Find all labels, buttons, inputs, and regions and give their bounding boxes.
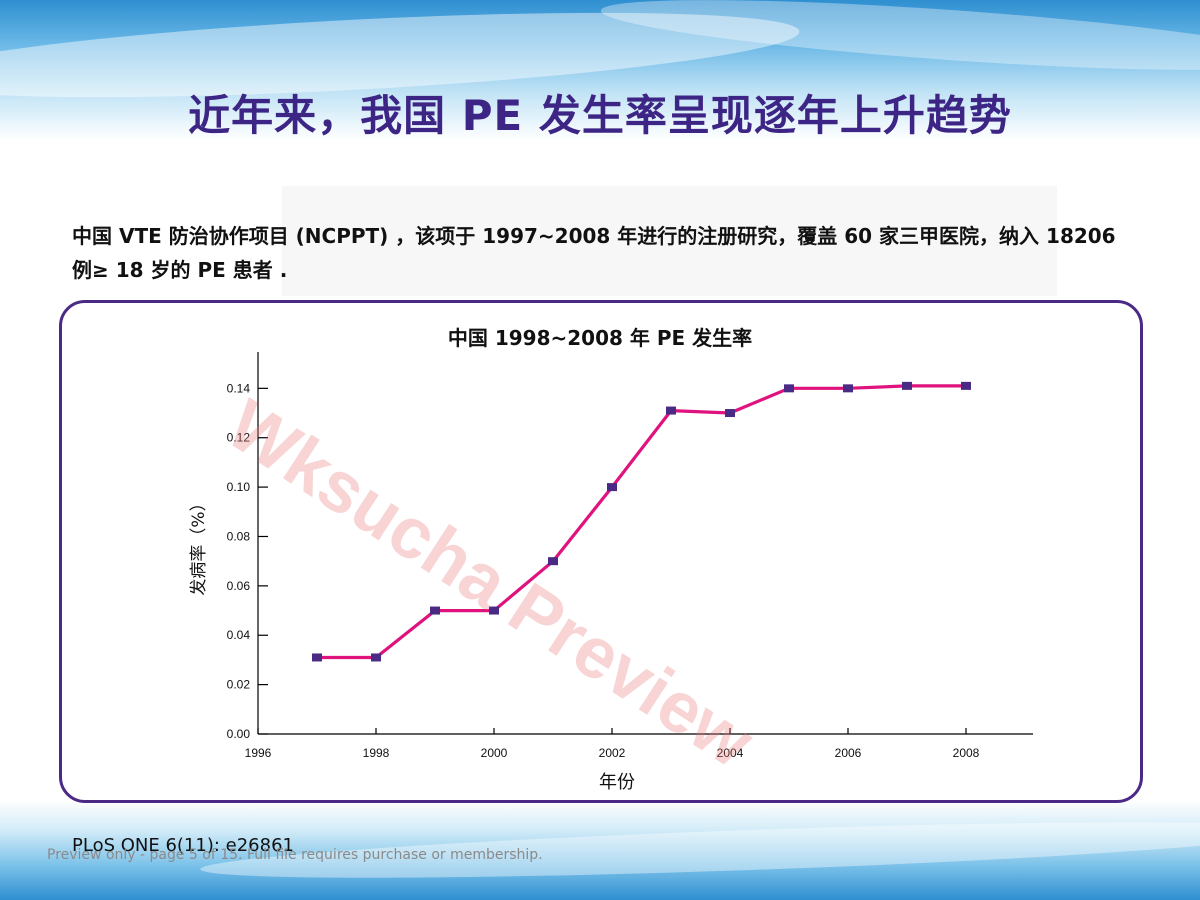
series-markers xyxy=(312,381,971,662)
data-point-marker xyxy=(666,406,676,415)
data-point-marker xyxy=(902,381,912,390)
y-tick-label: 0.06 xyxy=(227,579,251,593)
y-axis-ticks: 0.00 0.02 0.04 0.06 0.08 0.10 0.12 0.14 xyxy=(227,381,268,741)
header-background xyxy=(0,0,1200,140)
series-line xyxy=(317,384,966,660)
y-tick-label: 0.10 xyxy=(227,480,251,494)
x-tick-label: 1996 xyxy=(245,746,272,760)
data-point-marker xyxy=(312,653,322,662)
data-point-marker xyxy=(371,653,381,662)
y-tick-label: 0.08 xyxy=(227,529,251,543)
data-point-marker xyxy=(784,384,794,393)
y-tick-label: 0.14 xyxy=(227,381,251,395)
y-tick-label: 0.00 xyxy=(227,727,251,741)
y-tick-label: 0.02 xyxy=(227,678,251,692)
slide-title: 近年来，我国 PE 发生率呈现逐年上升趋势 xyxy=(188,91,1012,140)
x-axis-label: 年份 xyxy=(599,772,635,793)
x-tick-label: 2006 xyxy=(835,746,862,760)
data-point-marker xyxy=(607,483,617,492)
x-tick-label: 2008 xyxy=(953,746,980,760)
preview-footer-note: Preview only - page 5 of 15. Full file r… xyxy=(47,847,543,863)
data-point-marker xyxy=(725,409,735,418)
chart-title: 中国 1998~2008 年 PE 发生率 xyxy=(448,326,752,350)
x-axis-ticks: 1996 1998 2000 2002 2004 2006 2008 xyxy=(245,728,980,760)
data-point-marker xyxy=(843,384,853,393)
intro-highlight xyxy=(282,186,1057,296)
data-point-marker xyxy=(489,606,499,615)
x-tick-label: 2004 xyxy=(717,746,744,760)
data-point-marker xyxy=(548,557,558,566)
intro-text: 中国 VTE 防治协作项目 (NCPPT) ，该项于 1997~2008 年进行… xyxy=(72,224,1116,282)
x-tick-label: 1998 xyxy=(363,746,390,760)
data-point-marker xyxy=(430,606,440,615)
footer-background xyxy=(0,800,1200,900)
y-tick-label: 0.12 xyxy=(227,431,251,445)
citation: PLoS ONE 6(11): e26861 xyxy=(72,835,294,856)
data-point-marker xyxy=(961,381,971,390)
y-axis-label: 发病率（%） xyxy=(189,494,209,595)
x-tick-label: 2000 xyxy=(481,746,508,760)
y-tick-label: 0.04 xyxy=(227,628,251,642)
x-tick-label: 2002 xyxy=(599,746,626,760)
